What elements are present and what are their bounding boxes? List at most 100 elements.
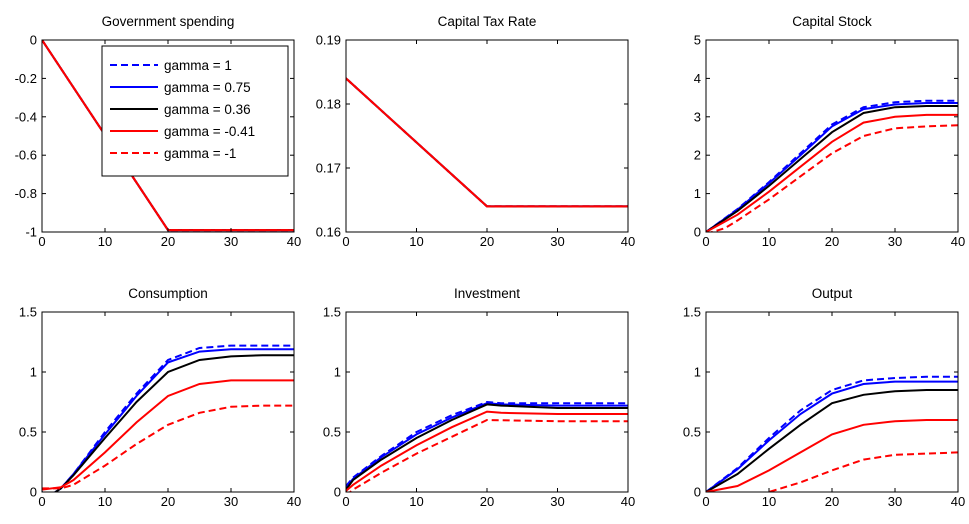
series-line-4 [706, 113, 958, 232]
y-tick-label: -1 [25, 225, 37, 240]
panel-1: 0 10 20 30 40 0 -0.2 -0.4 -0.6 -0.8 -1 Government s… [15, 14, 302, 249]
x-tick-label: 0 [342, 494, 349, 509]
y-tick-label: 0 [30, 33, 37, 48]
y-tick-label: 0 [30, 485, 37, 500]
chart-title: Output [812, 286, 853, 301]
plot-frame [345, 39, 629, 233]
series-line-2 [706, 102, 958, 232]
series-line-4 [42, 379, 294, 491]
panel-5: 0 10 20 30 40 0 0.5 1 1.5 Investment [323, 286, 635, 509]
series-line-2 [706, 380, 958, 492]
y-tick-label: 3 [694, 109, 701, 124]
series-line-5 [42, 40, 294, 232]
y-tick-label: 0 [334, 485, 341, 500]
panel-3: 0 10 20 30 40 0 1 2 3 4 5 Capital Stock [694, 14, 965, 249]
series-line-3 [706, 389, 958, 492]
x-tick-label: 40 [951, 494, 965, 509]
series-line-1 [42, 344, 294, 492]
y-tick-label: 4 [694, 71, 701, 86]
y-tick-label: 0 [694, 485, 701, 500]
series-line-4 [706, 419, 958, 492]
y-tick-label: 2 [694, 148, 701, 163]
series-line-1 [706, 375, 958, 492]
chart-title: Consumption [128, 286, 208, 301]
y-tick-label: -0.4 [15, 109, 37, 124]
x-tick-label: 30 [550, 234, 564, 249]
chart-title: Capital Stock [792, 14, 872, 29]
chart-title: Capital Tax Rate [438, 14, 537, 29]
y-tick-label: 0.18 [316, 97, 341, 112]
x-tick-label: 20 [161, 234, 175, 249]
panel-4: 0 10 20 30 40 0 0.5 1 1.5 Consumption [19, 286, 301, 509]
x-tick-label: 30 [888, 494, 902, 509]
y-tick-label: -0.6 [15, 148, 37, 163]
x-tick-label: 10 [762, 494, 776, 509]
panel-2: 0 10 20 30 40 0.16 0.17 0.18 0.19 Capital Tax Rat… [316, 14, 636, 249]
chart-title: Government spending [102, 14, 235, 29]
x-tick-label: 30 [888, 234, 902, 249]
series-line-5 [42, 404, 294, 490]
legend-label: gamma = -0.41 [164, 124, 255, 139]
series-line-1 [706, 99, 958, 232]
y-tick-label: -0.8 [15, 186, 37, 201]
panel-6: 0 10 20 30 40 0 0.5 1 1.5 Output [683, 286, 965, 509]
chart-title: Investment [454, 286, 520, 301]
x-tick-label: 0 [38, 234, 45, 249]
legend-label: gamma = 0.36 [164, 102, 251, 117]
y-tick-label: 0.16 [316, 225, 341, 240]
x-tick-label: 40 [287, 494, 301, 509]
x-tick-label: 40 [621, 234, 635, 249]
series-line-1 [346, 77, 628, 208]
legend: gamma = 1 gamma = 0.75 gamma = 0.36 gamma =… [101, 45, 289, 177]
x-tick-label: 10 [98, 494, 112, 509]
y-tick-label: 1.5 [683, 305, 701, 320]
series-line-5 [346, 77, 628, 208]
x-tick-label: 10 [762, 234, 776, 249]
y-tick-label: 1 [694, 365, 701, 380]
y-tick-label: 0.19 [316, 33, 341, 48]
series-line-5 [348, 418, 628, 492]
y-tick-label: 0.17 [316, 161, 341, 176]
x-tick-label: 40 [287, 234, 301, 249]
series-line-2 [346, 402, 628, 488]
x-tick-label: 20 [825, 494, 839, 509]
y-tick-label: 1.5 [19, 305, 37, 320]
series-line-2 [346, 77, 628, 208]
x-tick-label: 20 [161, 494, 175, 509]
x-tick-label: 20 [480, 234, 494, 249]
x-tick-label: 10 [409, 234, 423, 249]
series-line-3 [706, 105, 958, 232]
y-tick-label: 0.5 [683, 425, 701, 440]
series-line-3 [346, 77, 628, 208]
y-tick-label: -0.2 [15, 71, 37, 86]
y-tick-label: 1.5 [323, 305, 341, 320]
legend-label: gamma = 0.75 [164, 80, 251, 95]
x-tick-label: 0 [702, 234, 709, 249]
x-tick-label: 10 [409, 494, 423, 509]
x-tick-label: 40 [621, 494, 635, 509]
y-tick-label: 0 [694, 225, 701, 240]
y-tick-label: 5 [694, 33, 701, 48]
legend-label: gamma = 1 [164, 58, 232, 73]
series-line-4 [346, 77, 628, 208]
y-tick-label: 0.5 [19, 425, 37, 440]
series-line-3 [42, 354, 294, 492]
y-tick-label: 1 [30, 365, 37, 380]
legend-label: gamma = -1 [164, 146, 236, 161]
x-tick-label: 0 [342, 234, 349, 249]
x-tick-label: 0 [702, 494, 709, 509]
x-tick-label: 40 [951, 234, 965, 249]
x-tick-label: 30 [224, 234, 238, 249]
y-tick-label: 1 [334, 365, 341, 380]
x-tick-label: 10 [98, 234, 112, 249]
y-tick-label: 0.5 [323, 425, 341, 440]
series-line-3 [346, 403, 628, 491]
x-tick-label: 0 [38, 494, 45, 509]
y-tick-label: 1 [694, 186, 701, 201]
plot-frame [705, 311, 959, 493]
series-line-5 [708, 124, 958, 232]
x-tick-label: 20 [480, 494, 494, 509]
x-tick-label: 30 [550, 494, 564, 509]
series-line-4 [346, 410, 628, 492]
